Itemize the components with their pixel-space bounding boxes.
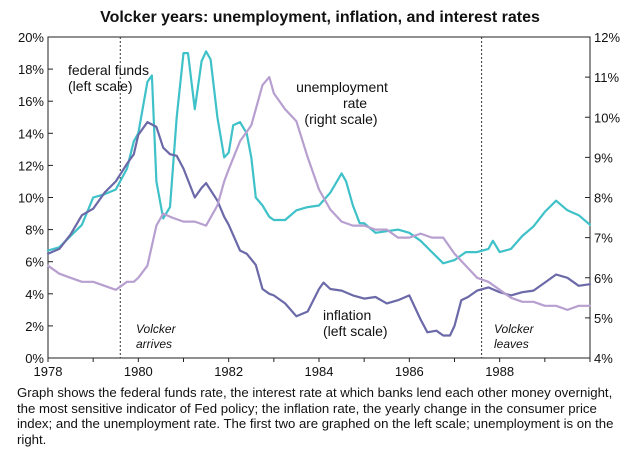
- x-tick-label: 1980: [124, 364, 153, 379]
- y-right-tick-label: 12%: [594, 30, 620, 45]
- y-right-tick-label: 9%: [594, 150, 613, 165]
- label-unemployment-scale: (right scale): [304, 111, 377, 127]
- x-tick-label: 1978: [34, 364, 63, 379]
- series-line-unemployment: [46, 76, 592, 311]
- y-left-tick-label: 16%: [18, 94, 44, 109]
- chart-svg: 0% 2% 4% 6% 8% 10% 12% 14% 16% 18% 20% 4% 5% 6% 7% 8% 9%…: [18, 30, 620, 379]
- y-right-tick-label: 11%: [594, 70, 619, 85]
- y-left-tick-label: 18%: [18, 62, 44, 77]
- x-tick-label: 1988: [485, 364, 514, 379]
- y-right-tick-label: 8%: [594, 191, 613, 206]
- label-volcker-arrives: Volcker: [136, 322, 177, 336]
- y-left-tick-label: 10%: [18, 191, 44, 206]
- y-left-tick-label: 2%: [25, 319, 44, 334]
- x-tick-label: 1982: [214, 364, 243, 379]
- y-right-tick-label: 5%: [594, 311, 613, 326]
- y-left-tick-label: 20%: [18, 30, 44, 45]
- label-inflation: inflation: [323, 307, 371, 323]
- y-left-tick-label: 4%: [25, 287, 44, 302]
- y-right-tick-label: 10%: [594, 110, 620, 125]
- chart-caption: Graph shows the federal funds rate, the …: [17, 385, 614, 447]
- y-left-tick-label: 8%: [25, 223, 44, 238]
- label-federal-funds: federal funds: [68, 62, 149, 78]
- y-left-tick-label: 6%: [25, 255, 44, 270]
- series-line-inflation: [46, 121, 592, 337]
- label-volcker-leaves: Volcker: [494, 322, 535, 336]
- label-federal-funds-scale: (left scale): [68, 78, 133, 94]
- series-line-federal: [46, 50, 592, 265]
- y-left-tick-label: 14%: [18, 126, 44, 141]
- y-right-tick-label: 6%: [594, 271, 613, 286]
- y-left-tick-label: 12%: [18, 158, 44, 173]
- y-right-tick-label: 4%: [594, 351, 613, 366]
- label-volcker-arrives-2: arrives: [136, 337, 172, 351]
- label-unemployment-rate: rate: [343, 95, 367, 111]
- label-unemployment: unemployment: [296, 79, 388, 95]
- y-right-tick-label: 7%: [594, 231, 613, 246]
- x-tick-label: 1986: [395, 364, 424, 379]
- label-inflation-scale: (left scale): [323, 323, 388, 339]
- label-volcker-leaves-2: leaves: [494, 337, 529, 351]
- x-tick-label: 1984: [305, 364, 334, 379]
- chart-title: Volcker years: unemployment, inflation, …: [100, 9, 540, 26]
- y-left-tick-label: 0%: [25, 351, 44, 366]
